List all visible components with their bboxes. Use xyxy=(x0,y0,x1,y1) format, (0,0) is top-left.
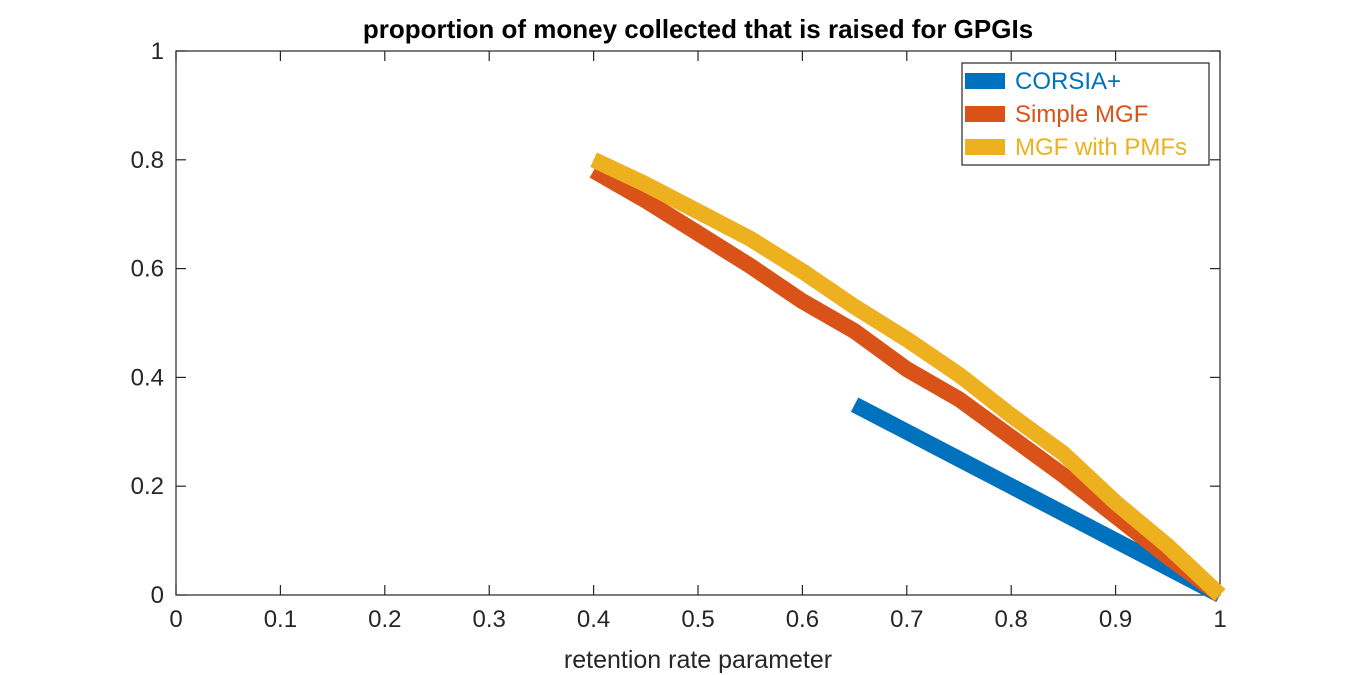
legend-entry: CORSIA+ xyxy=(1015,68,1121,95)
x-tick-label: 0.2 xyxy=(368,606,401,633)
series-line-simple-mgf xyxy=(589,163,1225,602)
x-tick-label: 0.8 xyxy=(995,606,1028,633)
series-line-mgf-with-pmfs xyxy=(590,152,1226,601)
x-axis-label: retention rate parameter xyxy=(564,646,832,674)
y-tick-label: 0.2 xyxy=(131,473,164,500)
y-tick-label: 1 xyxy=(151,38,164,65)
x-tick-label: 0.6 xyxy=(786,606,819,633)
x-tick-label: 0 xyxy=(169,606,182,633)
x-tick-label: 0.7 xyxy=(890,606,923,633)
chart-title: proportion of money collected that is ra… xyxy=(363,14,1033,44)
legend-swatch xyxy=(965,73,1005,89)
y-tick-label: 0 xyxy=(151,582,164,609)
legend: CORSIA+ Simple MGF MGF with PMFs xyxy=(961,62,1210,166)
legend-entry: MGF with PMFs xyxy=(1015,134,1187,161)
y-tick-label: 0.6 xyxy=(131,256,164,283)
x-tick-label: 0.5 xyxy=(681,606,714,633)
legend-swatch xyxy=(965,139,1005,155)
x-tick-label: 0.4 xyxy=(577,606,610,633)
x-tick-label: 0.1 xyxy=(264,606,297,633)
plot-area: 0 0.1 0.2 0.3 0.4 0.5 0.6 0.7 0.8 0.9 1 0 0.2 0.4 0.6 0… xyxy=(131,38,1227,633)
y-tick-label: 0.4 xyxy=(131,364,164,391)
x-tick-label: 0.9 xyxy=(1099,606,1132,633)
legend-entry: Simple MGF xyxy=(1015,101,1148,128)
legend-swatch xyxy=(965,106,1005,122)
series-line-corsia xyxy=(850,397,1224,603)
y-tick-label: 0.8 xyxy=(131,147,164,174)
x-tick-label: 0.3 xyxy=(473,606,506,633)
x-tick-label: 1 xyxy=(1213,606,1226,633)
